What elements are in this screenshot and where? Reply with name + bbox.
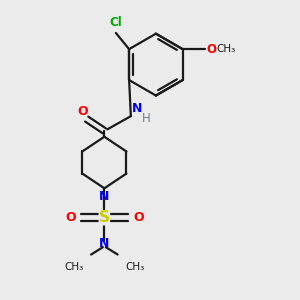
- Text: O: O: [65, 211, 76, 224]
- Text: Cl: Cl: [110, 16, 122, 29]
- Text: N: N: [99, 237, 110, 250]
- Text: CH₃: CH₃: [64, 262, 84, 272]
- Text: S: S: [99, 210, 110, 225]
- Text: CH₃: CH₃: [125, 262, 144, 272]
- Text: N: N: [132, 102, 143, 115]
- Text: N: N: [99, 190, 110, 203]
- Text: O: O: [133, 211, 144, 224]
- Text: O: O: [78, 105, 88, 118]
- Text: CH₃: CH₃: [216, 44, 235, 54]
- Text: H: H: [142, 112, 151, 125]
- Text: O: O: [206, 43, 216, 56]
